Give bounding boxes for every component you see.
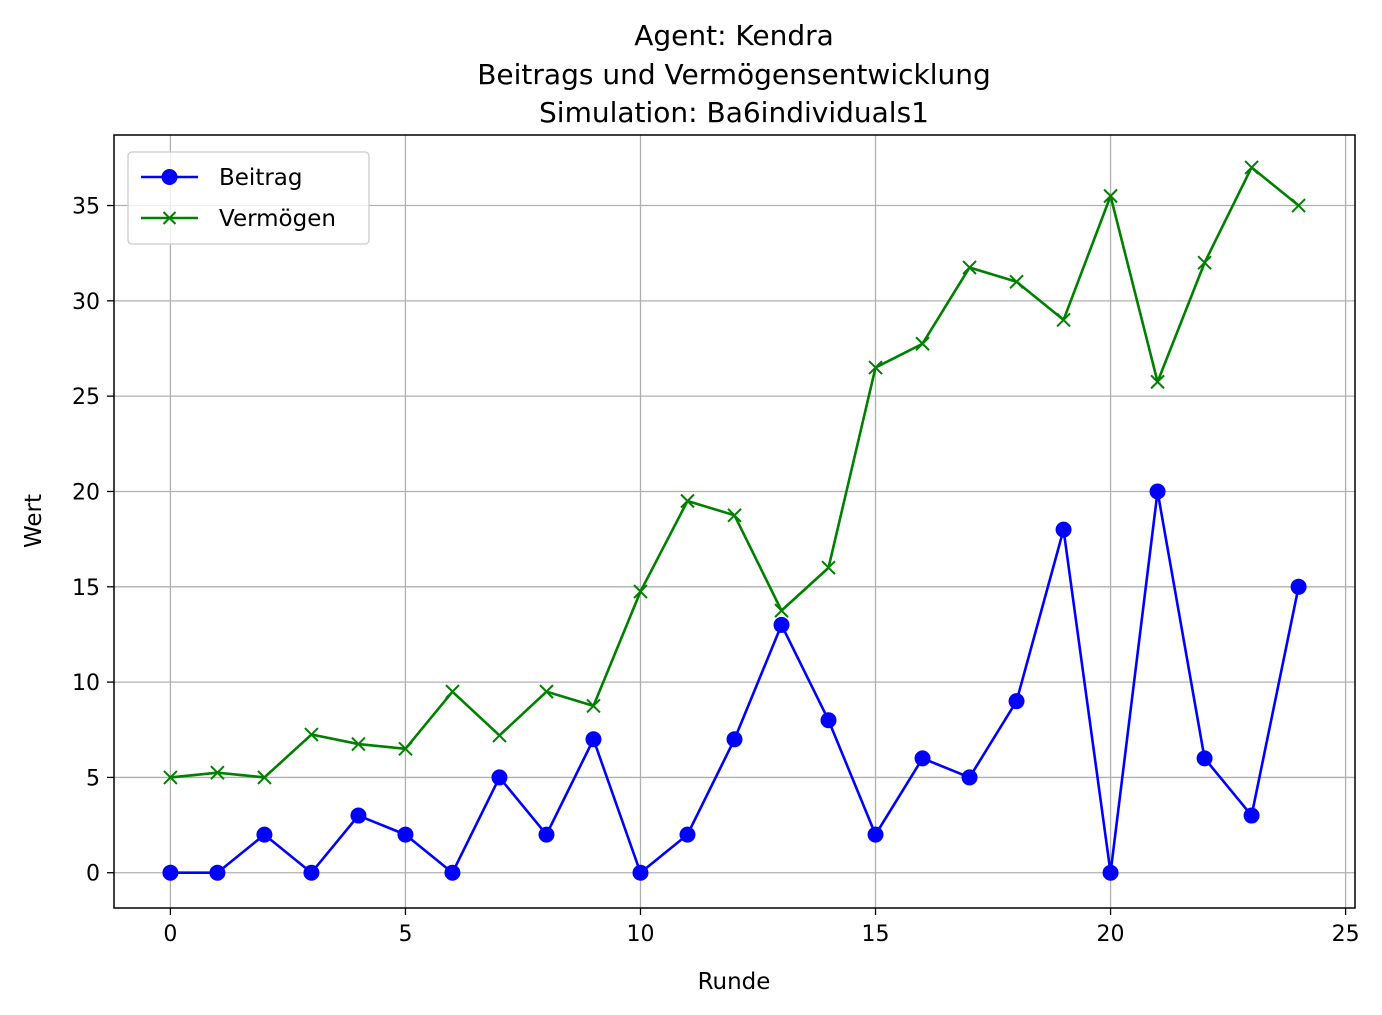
data-point-vermoegen — [351, 736, 366, 752]
data-point-beitrag — [350, 807, 367, 824]
data-point-vermoegen — [257, 770, 272, 785]
data-point-beitrag — [914, 750, 931, 767]
data-point-vermoegen — [821, 560, 836, 575]
data-point-vermoegen — [210, 765, 225, 780]
grid-lines — [114, 135, 1355, 908]
data-point-beitrag — [444, 864, 461, 881]
data-point-vermoegen — [1244, 160, 1259, 175]
data-point-vermoegen — [1103, 188, 1118, 204]
data-point-beitrag — [162, 864, 179, 881]
series-line-vermoegen — [170, 166, 1300, 779]
series-beitrag — [162, 483, 1307, 881]
legend: Beitrag Vermögen — [127, 151, 370, 245]
data-point-beitrag — [867, 826, 884, 843]
data-point-beitrag — [726, 731, 743, 748]
chart-title-line-3: Simulation: Ba6individuals1 — [539, 96, 929, 129]
data-point-vermoegen — [727, 508, 742, 523]
data-point-beitrag — [397, 826, 414, 843]
data-point-vermoegen — [680, 493, 695, 509]
data-point-vermoegen — [445, 684, 460, 699]
x-tick-label: 25 — [1332, 922, 1360, 947]
y-tick-label: 35 — [72, 195, 100, 220]
data-point-beitrag — [585, 731, 602, 748]
data-point-vermoegen — [774, 603, 789, 618]
y-tick-label: 0 — [86, 862, 100, 887]
chart-title-line-1: Agent: Kendra — [634, 19, 834, 52]
y-axis-label: Wert — [21, 494, 47, 548]
data-point-beitrag — [491, 769, 508, 786]
axis-ticks: 0 5 10 15 20 25 0 5 10 15 20 25 30 35 — [72, 195, 1360, 947]
series-layer — [162, 160, 1307, 881]
y-tick-label: 15 — [72, 576, 100, 601]
x-tick-label: 10 — [626, 922, 654, 947]
data-point-vermoegen — [1056, 312, 1071, 328]
y-tick-label: 25 — [72, 385, 100, 410]
data-point-beitrag — [1102, 864, 1119, 881]
data-point-vermoegen — [1009, 274, 1024, 289]
legend-label-vermoegen: Vermögen — [219, 206, 336, 232]
legend-marker-vermoegen — [162, 211, 177, 225]
data-point-vermoegen — [163, 770, 178, 785]
data-point-beitrag — [1196, 750, 1213, 767]
y-tick-label: 20 — [72, 480, 100, 505]
x-tick-label: 15 — [862, 922, 890, 947]
plot-frame — [113, 134, 1356, 909]
data-point-beitrag — [961, 769, 978, 786]
data-point-beitrag — [256, 826, 273, 843]
legend-box — [127, 151, 370, 245]
legend-marker-beitrag — [161, 169, 178, 185]
chart-title-line-2: Beitrags und Vermögensentwicklung — [477, 58, 991, 91]
data-point-beitrag — [773, 616, 790, 633]
data-point-beitrag — [820, 712, 837, 729]
data-point-beitrag — [632, 864, 649, 881]
data-point-vermoegen — [633, 584, 648, 599]
data-point-beitrag — [679, 826, 696, 843]
data-point-vermoegen — [1291, 198, 1306, 213]
data-point-beitrag — [1243, 807, 1260, 824]
series-vermoegen — [163, 160, 1306, 785]
data-point-vermoegen — [915, 336, 930, 351]
data-point-vermoegen — [492, 728, 507, 743]
y-tick-label: 10 — [72, 671, 100, 696]
legend-label-beitrag: Beitrag — [219, 165, 303, 191]
x-tick-label: 20 — [1097, 922, 1125, 947]
x-tick-label: 5 — [398, 922, 412, 947]
data-point-beitrag — [538, 826, 555, 843]
data-point-beitrag — [1290, 578, 1307, 595]
data-point-vermoegen — [539, 684, 554, 699]
data-point-vermoegen — [586, 698, 601, 714]
data-point-beitrag — [209, 864, 226, 881]
data-point-beitrag — [303, 864, 320, 881]
data-point-beitrag — [1008, 693, 1025, 710]
data-point-vermoegen — [868, 360, 883, 375]
y-tick-label: 30 — [72, 290, 100, 315]
x-axis-label: Runde — [698, 969, 771, 995]
data-point-vermoegen — [304, 727, 319, 742]
x-tick-label: 0 — [163, 922, 177, 947]
data-point-vermoegen — [1150, 374, 1165, 390]
y-tick-label: 5 — [86, 766, 100, 791]
chart-title: Agent: Kendra Beitrags und Vermögensentw… — [477, 19, 991, 129]
data-point-vermoegen — [1197, 255, 1212, 270]
data-point-vermoegen — [962, 260, 977, 275]
data-point-vermoegen — [398, 741, 413, 757]
data-point-beitrag — [1055, 521, 1072, 538]
data-point-beitrag — [1149, 483, 1166, 500]
